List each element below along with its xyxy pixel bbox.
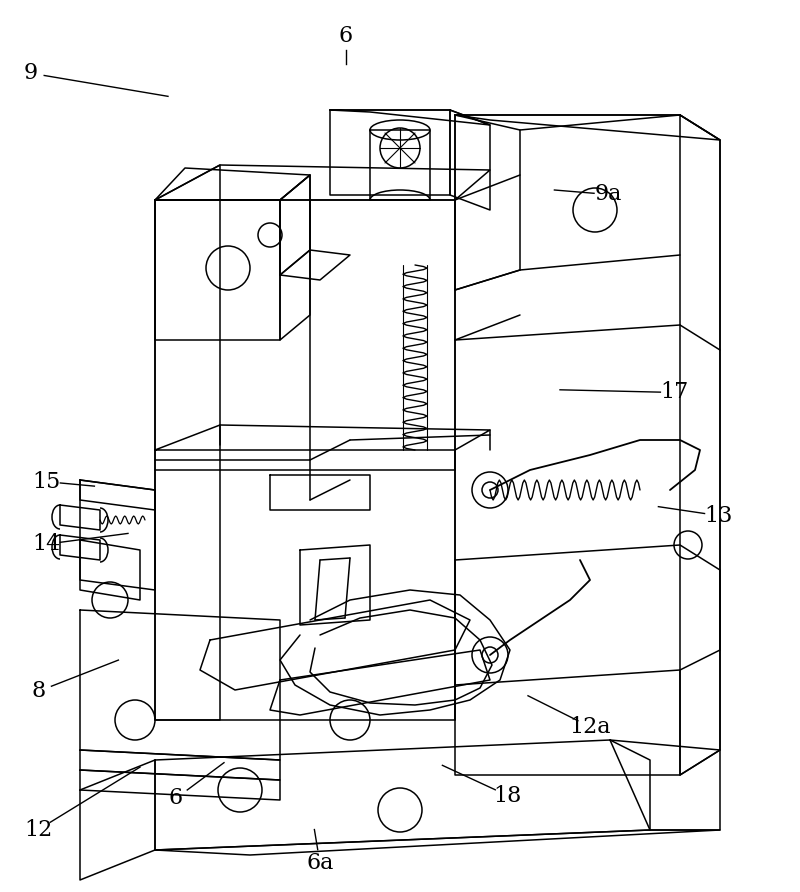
Text: 12: 12	[24, 819, 53, 840]
Text: 15: 15	[32, 471, 61, 492]
Text: 12a: 12a	[570, 716, 611, 738]
Text: 6a: 6a	[306, 853, 334, 874]
Text: 18: 18	[494, 785, 522, 806]
Text: 6: 6	[338, 25, 353, 46]
Text: 14: 14	[32, 533, 61, 555]
Text: 8: 8	[31, 681, 46, 702]
Text: 13: 13	[704, 505, 733, 526]
Text: 9a: 9a	[594, 184, 622, 205]
Text: 6: 6	[169, 788, 183, 809]
Text: 9: 9	[23, 62, 38, 84]
Text: 17: 17	[660, 382, 689, 403]
